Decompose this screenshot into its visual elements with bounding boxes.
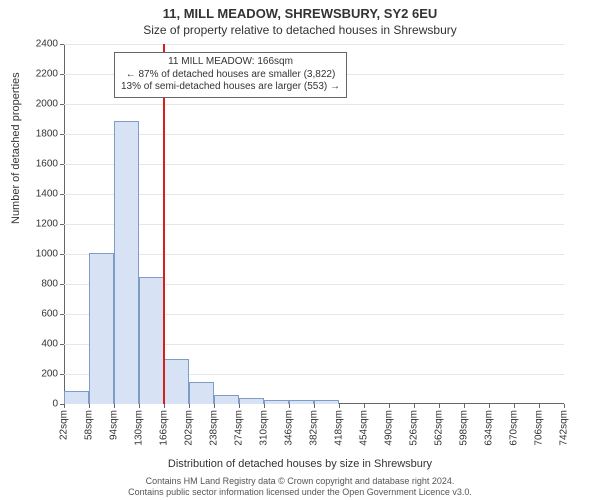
gridline [64,104,564,105]
xtick-label: 706sqm [534,410,545,446]
xtick-label: 634sqm [484,410,495,446]
gridline [64,134,564,135]
ytick-mark [60,374,64,375]
xtick-mark [89,404,90,408]
histogram-bar [214,395,239,404]
xtick-mark [114,404,115,408]
histogram-bar [264,400,289,405]
gridline [64,254,564,255]
xtick-label: 742sqm [559,410,570,446]
ytick-mark [60,44,64,45]
xtick-label: 130sqm [134,410,145,446]
histogram-bar [114,121,139,405]
xtick-mark [464,404,465,408]
xtick-mark [564,404,565,408]
caption: Contains HM Land Registry data © Crown c… [0,476,600,498]
xtick-mark [64,404,65,408]
xtick-label: 202sqm [184,410,195,446]
ytick-label: 2000 [36,99,58,110]
histogram-bar [239,398,264,404]
annotation-line-3: 13% of semi-detached houses are larger (… [121,81,340,94]
y-axis-title: Number of detached properties [10,72,22,224]
ytick-label: 1000 [36,249,58,260]
xtick-label: 454sqm [359,410,370,446]
annotation-line-2: ← 87% of detached houses are smaller (3,… [121,69,340,82]
xtick-mark [439,404,440,408]
xtick-mark [239,404,240,408]
ytick-mark [60,104,64,105]
xtick-label: 166sqm [159,410,170,446]
xtick-mark [289,404,290,408]
xtick-label: 490sqm [384,410,395,446]
xtick-mark [339,404,340,408]
xtick-label: 382sqm [309,410,320,446]
plot-area: 0200400600800100012001400160018002000220… [64,44,564,404]
title-sub: Size of property relative to detached ho… [0,21,600,41]
xtick-mark [364,404,365,408]
gridline [64,44,564,45]
xtick-mark [389,404,390,408]
ytick-label: 800 [41,279,58,290]
xtick-label: 526sqm [409,410,420,446]
xtick-mark [164,404,165,408]
ytick-mark [60,224,64,225]
gridline [64,194,564,195]
caption-line-2: Contains public sector information licen… [0,487,600,498]
histogram-chart: 0200400600800100012001400160018002000220… [64,44,564,404]
xtick-mark [264,404,265,408]
histogram-bar [64,391,89,405]
xtick-label: 94sqm [109,410,120,440]
xtick-label: 238sqm [209,410,220,446]
xtick-mark [314,404,315,408]
x-axis-title: Distribution of detached houses by size … [0,458,600,470]
xtick-label: 310sqm [259,410,270,446]
ytick-label: 0 [52,399,58,410]
xtick-label: 598sqm [459,410,470,446]
ytick-mark [60,344,64,345]
annotation-box: 11 MILL MEADOW: 166sqm ← 87% of detached… [114,52,347,98]
ytick-label: 200 [41,369,58,380]
ytick-label: 1800 [36,129,58,140]
xtick-mark [514,404,515,408]
xtick-label: 670sqm [509,410,520,446]
xtick-label: 418sqm [334,410,345,446]
reference-line [163,44,165,404]
ytick-label: 2200 [36,69,58,80]
ytick-mark [60,254,64,255]
ytick-label: 400 [41,339,58,350]
xtick-label: 346sqm [284,410,295,446]
histogram-bar [89,253,114,405]
ytick-mark [60,314,64,315]
ytick-mark [60,284,64,285]
histogram-bar [189,382,214,405]
annotation-line-1: 11 MILL MEADOW: 166sqm [121,56,340,69]
ytick-label: 1400 [36,189,58,200]
ytick-label: 2400 [36,39,58,50]
ytick-mark [60,164,64,165]
xtick-mark [539,404,540,408]
histogram-bar [289,400,314,404]
xtick-mark [189,404,190,408]
ytick-label: 1200 [36,219,58,230]
xtick-label: 58sqm [84,410,95,440]
ytick-mark [60,134,64,135]
xtick-mark [489,404,490,408]
histogram-bar [139,277,164,405]
xtick-label: 22sqm [59,410,70,440]
gridline [64,224,564,225]
xtick-mark [414,404,415,408]
ytick-mark [60,74,64,75]
xtick-label: 562sqm [434,410,445,446]
histogram-bar [314,400,339,404]
xtick-mark [214,404,215,408]
caption-line-1: Contains HM Land Registry data © Crown c… [0,476,600,487]
xtick-mark [139,404,140,408]
title-main: 11, MILL MEADOW, SHREWSBURY, SY2 6EU [0,0,600,21]
ytick-mark [60,194,64,195]
ytick-label: 600 [41,309,58,320]
ytick-label: 1600 [36,159,58,170]
histogram-bar [164,359,189,404]
gridline [64,164,564,165]
xtick-label: 274sqm [234,410,245,446]
